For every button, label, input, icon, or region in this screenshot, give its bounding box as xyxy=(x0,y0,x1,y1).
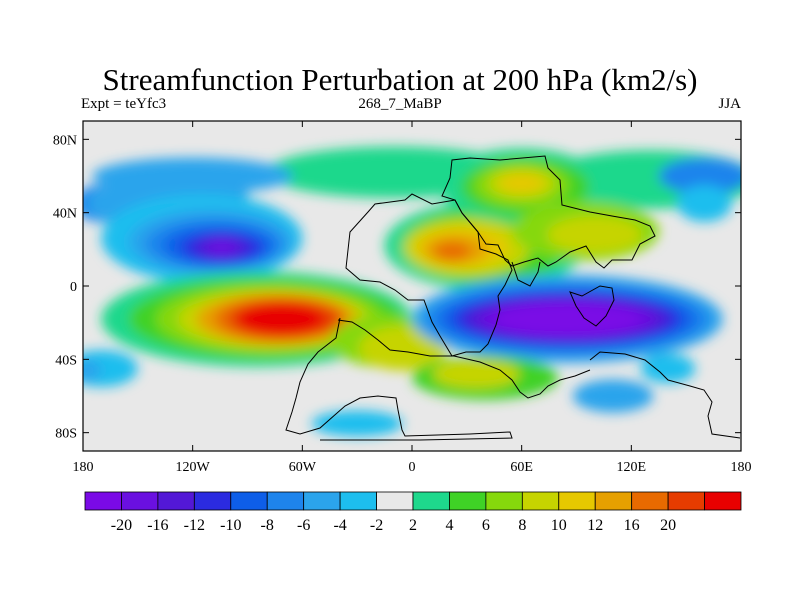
colorbar-swatch xyxy=(631,491,669,511)
y-tick-label: 80N xyxy=(53,133,77,148)
colorbar-swatch xyxy=(157,491,195,511)
x-tick-label: 180 xyxy=(731,460,752,475)
colorbar-swatch xyxy=(121,491,159,511)
contour-region xyxy=(83,359,102,382)
x-tick-label: 180 xyxy=(73,460,94,475)
y-tick-label: 40N xyxy=(53,207,77,222)
colorbar-swatch xyxy=(449,491,487,511)
colorbar-label: 20 xyxy=(660,517,676,534)
colorbar-label: 2 xyxy=(409,517,417,534)
colorbar-label: 16 xyxy=(624,517,640,534)
contour-region xyxy=(236,302,325,336)
colorbar-swatch xyxy=(521,491,560,511)
x-tick-label: 60E xyxy=(510,460,533,475)
colorbar-swatch xyxy=(266,491,305,511)
experiment-label: Expt = teYfc3 xyxy=(81,96,167,112)
contour-region xyxy=(432,359,520,389)
colorbar: -20 -16 -12 -10 -8 -6 -4 -2 2 4 6 8 10 12 16 20 xyxy=(84,491,742,534)
y-tick-label: 40S xyxy=(55,353,77,368)
colorbar-label: -6 xyxy=(297,517,310,534)
colorbar-swatch xyxy=(485,491,523,511)
colorbar-label: -16 xyxy=(147,517,168,534)
contour-region xyxy=(207,240,237,255)
x-tick-label: 0 xyxy=(409,460,416,475)
contour-region xyxy=(433,242,471,261)
y-tick-label: 0 xyxy=(70,280,77,295)
season-label: JJA xyxy=(718,96,741,112)
chart-title: Streamfunction Perturbation at 200 hPa (… xyxy=(102,62,698,97)
colorbar-swatch xyxy=(230,491,268,511)
contour-region xyxy=(547,216,643,254)
contour-region xyxy=(311,410,403,437)
colorbar-swatch xyxy=(594,491,633,511)
colorbar-label: 8 xyxy=(518,517,526,534)
x-tick-label: 60W xyxy=(289,460,317,475)
colorbar-swatch xyxy=(303,491,341,511)
contour-region xyxy=(658,157,741,195)
colorbar-label: -12 xyxy=(184,517,205,534)
contour-region xyxy=(499,174,544,193)
contour-region xyxy=(572,379,654,413)
colorbar-swatch xyxy=(339,491,377,511)
contour-region xyxy=(358,326,447,371)
contour-region xyxy=(640,353,696,384)
case-label: 268_7_MaBP xyxy=(358,96,442,112)
colorbar-label: -20 xyxy=(111,517,132,534)
colorbar-swatch xyxy=(667,491,705,511)
colorbar-swatch xyxy=(412,491,450,511)
contour-region xyxy=(494,302,641,336)
continent-outlines xyxy=(285,155,741,441)
y-tick-label: 80S xyxy=(55,427,77,442)
colorbar-swatch xyxy=(558,491,596,511)
colorbar-label: 10 xyxy=(551,517,567,534)
colorbar-label: 4 xyxy=(445,517,453,534)
colorbar-swatch xyxy=(376,491,414,511)
colorbar-label: -10 xyxy=(220,517,241,534)
contour-region xyxy=(677,185,732,222)
colorbar-swatch xyxy=(84,491,122,511)
colorbar-swatch xyxy=(704,491,742,511)
colorbar-label: -2 xyxy=(370,517,383,534)
x-tick-label: 120W xyxy=(176,460,211,475)
colorbar-label: 12 xyxy=(587,517,603,534)
colorbar-swatch xyxy=(193,491,232,511)
x-tick-label: 120E xyxy=(617,460,647,475)
colorbar-label: -8 xyxy=(261,517,274,534)
colorbar-label: 6 xyxy=(482,517,490,534)
colorbar-label: -4 xyxy=(333,517,346,534)
